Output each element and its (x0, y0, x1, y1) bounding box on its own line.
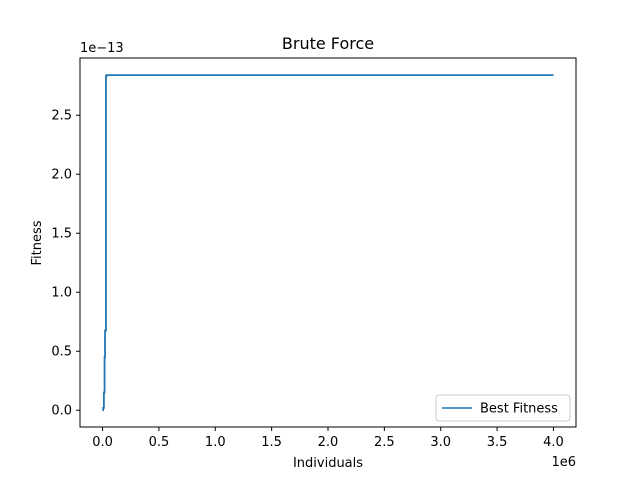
y-axis-offset-label: 1e−13 (80, 41, 124, 56)
x-axis-label: Individuals (293, 456, 363, 471)
x-tick-label: 2.0 (318, 435, 339, 450)
y-tick-label: 1.5 (51, 227, 72, 242)
x-tick-label: 1.5 (261, 435, 282, 450)
x-axis-offset-label: 1e6 (551, 455, 576, 470)
x-tick-label: 0.5 (149, 435, 170, 450)
y-tick-label: 0.5 (51, 345, 72, 360)
legend-label: Best Fitness (480, 402, 558, 417)
x-tick-label: 0.0 (92, 435, 113, 450)
x-tick-label: 3.0 (430, 435, 451, 450)
y-tick-label: 2.0 (51, 168, 72, 183)
series-line-0 (102, 74, 554, 412)
x-tick-label: 1.0 (205, 435, 226, 450)
legend-box (435, 394, 571, 422)
y-tick-label: 1.0 (51, 286, 72, 301)
y-axis-label: Fitness (30, 220, 45, 265)
x-tick-label: 3.5 (487, 435, 508, 450)
y-tick-label: 2.5 (51, 109, 72, 124)
y-tick-label: 0.0 (51, 404, 72, 419)
legend: Best Fitness (435, 394, 571, 422)
x-tick-label: 4.0 (543, 435, 564, 450)
chart-title: Brute Force (282, 34, 374, 53)
x-tick-label: 2.5 (374, 435, 395, 450)
